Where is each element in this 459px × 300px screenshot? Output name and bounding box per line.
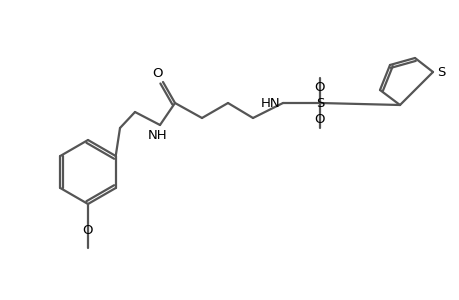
Text: O: O: [83, 224, 93, 238]
Text: S: S: [315, 97, 324, 110]
Text: NH: NH: [148, 128, 168, 142]
Text: S: S: [436, 65, 444, 79]
Text: O: O: [314, 80, 325, 94]
Text: O: O: [152, 67, 163, 80]
Text: O: O: [314, 112, 325, 125]
Text: HN: HN: [261, 97, 280, 110]
